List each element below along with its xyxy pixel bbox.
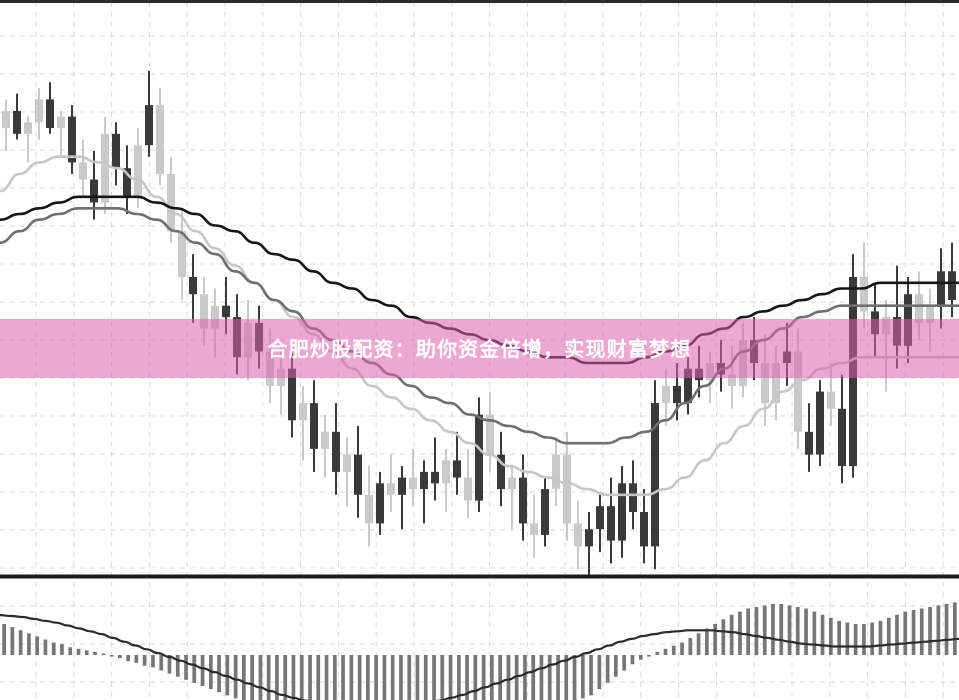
macd-signal-line: [0, 614, 959, 700]
